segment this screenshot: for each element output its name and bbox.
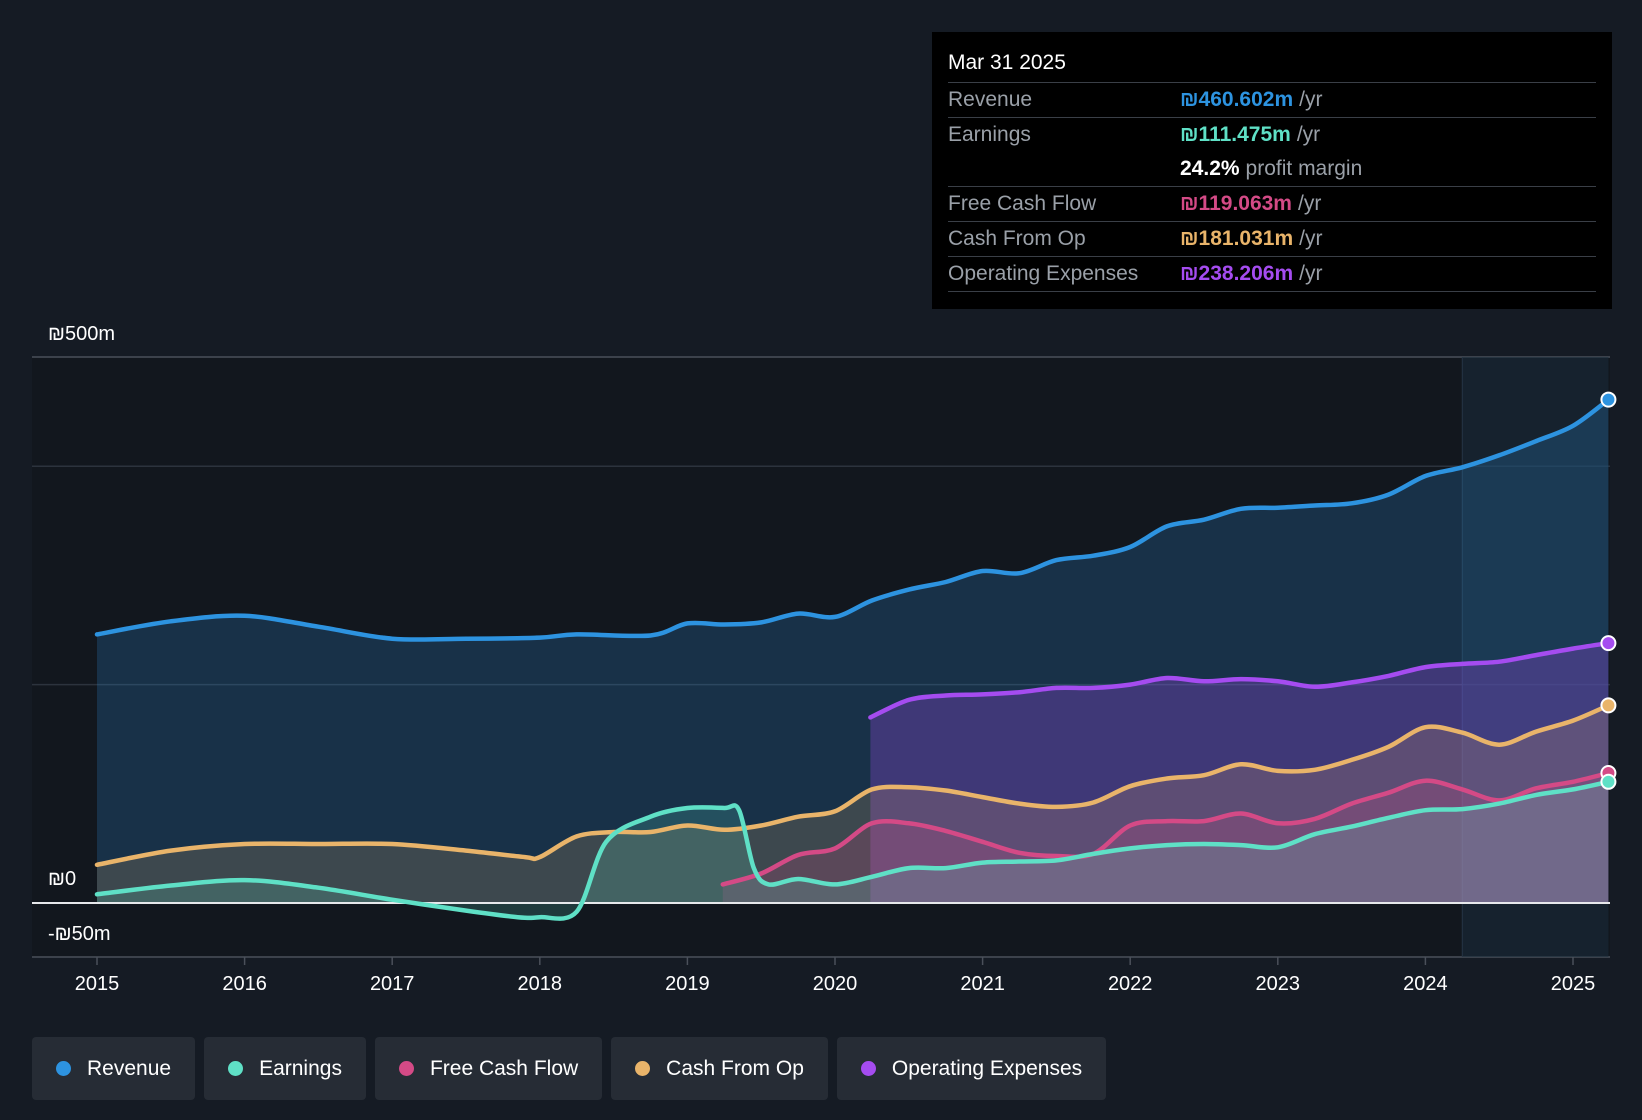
- legend-item-revenue[interactable]: Revenue: [32, 1037, 196, 1100]
- legend-item-cash-from-op[interactable]: Cash From Op: [611, 1037, 828, 1100]
- tooltip-unit: /yr: [1299, 88, 1323, 111]
- legend-dot-icon: [398, 1061, 414, 1076]
- legend-item-free-cash-flow[interactable]: Free Cash Flow: [374, 1037, 603, 1100]
- x-tick-label: 2019: [665, 973, 710, 995]
- tooltip-row-revenue: Revenue ₪460.602m /yr: [948, 83, 1596, 118]
- y-tick-label: ₪0: [48, 868, 76, 890]
- area-layer: [97, 399, 1609, 919]
- line-opex: [868, 640, 1611, 720]
- area-opex: [870, 643, 1609, 903]
- tooltip-label: Earnings: [948, 123, 1031, 146]
- tooltip-row-margin: 24.2% profit margin: [948, 152, 1596, 187]
- tooltip-label: Operating Expenses: [948, 262, 1139, 285]
- chart-legend: Revenue Earnings Free Cash Flow Cash Fro…: [32, 1037, 1107, 1100]
- tooltip-row-fcf: Free Cash Flow ₪119.063m /yr: [948, 187, 1596, 222]
- legend-label: Earnings: [259, 1056, 342, 1080]
- x-tick-label: 2016: [222, 973, 267, 995]
- data-tooltip: Mar 31 2025 Revenue ₪460.602m /yr Earnin…: [932, 32, 1612, 309]
- x-tick-label: 2018: [518, 973, 563, 995]
- legend-item-earnings[interactable]: Earnings: [204, 1037, 366, 1100]
- x-tick-label: 2015: [75, 973, 120, 995]
- y-axis-labels: ₪500m ₪0 -₪50m: [48, 323, 115, 945]
- legend-label: Cash From Op: [666, 1056, 804, 1080]
- tooltip-row-opex: Operating Expenses ₪238.206m /yr: [948, 257, 1596, 292]
- x-tick-label: 2025: [1551, 973, 1596, 995]
- x-tick-label: 2023: [1256, 973, 1301, 995]
- tooltip-margin-value: 24.2%: [1180, 157, 1240, 180]
- end-marker-revenue[interactable]: [1600, 391, 1617, 408]
- end-marker-opex[interactable]: [1600, 635, 1617, 652]
- line-fcf: [720, 770, 1611, 887]
- tooltip-date: Mar 31 2025: [948, 48, 1596, 83]
- tooltip-row-cfo: Cash From Op ₪181.031m /yr: [948, 222, 1596, 257]
- tooltip-unit: /yr: [1299, 227, 1323, 250]
- end-marker-earnings[interactable]: [1600, 773, 1617, 790]
- tooltip-value: ₪238.206m: [1180, 262, 1294, 285]
- tooltip-unit: /yr: [1299, 262, 1323, 285]
- legend-label: Operating Expenses: [891, 1056, 1083, 1080]
- tooltip-unit: /yr: [1296, 123, 1321, 146]
- x-tick-label: 2021: [960, 973, 1005, 995]
- x-tick-label: 2017: [370, 973, 415, 995]
- tooltip-label: Cash From Op: [948, 227, 1086, 250]
- tooltip-value: ₪111.475m: [1180, 123, 1291, 146]
- area-revenue: [97, 399, 1609, 903]
- legend-dot-icon: [860, 1061, 876, 1076]
- line-earnings: [94, 779, 1611, 921]
- plot-background: [32, 357, 1610, 957]
- legend-dot-icon: [228, 1061, 244, 1076]
- legend-dot-icon: [56, 1061, 71, 1076]
- legend-dot-icon: [635, 1061, 651, 1076]
- tooltip-value: ₪460.602m: [1180, 88, 1294, 111]
- line-cfo: [94, 703, 1611, 868]
- tooltip-label: Revenue: [948, 88, 1033, 111]
- x-tick-label: 2020: [813, 973, 858, 995]
- tooltip-unit: /yr: [1297, 192, 1322, 215]
- x-tick-label: 2022: [1108, 973, 1153, 995]
- y-tick-label: -₪50m: [48, 923, 111, 945]
- x-tick-label: 2024: [1403, 973, 1448, 995]
- legend-item-operating-expenses[interactable]: Operating Expenses: [836, 1037, 1107, 1100]
- legend-label: Free Cash Flow: [429, 1056, 579, 1080]
- tooltip-value: ₪119.063m: [1180, 192, 1292, 215]
- area-fcf: [722, 773, 1609, 903]
- line-layer: [94, 397, 1611, 921]
- x-axis-labels: 2015 2016 2017 2018 2019 2020 2021 2022 2023 2024…: [75, 957, 1596, 995]
- y-tick-label: ₪500m: [48, 323, 115, 345]
- tooltip-row-earnings: Earnings ₪111.475m /yr: [948, 118, 1596, 152]
- tooltip-label: Free Cash Flow: [948, 192, 1097, 215]
- area-earnings: [97, 781, 1609, 919]
- line-revenue: [94, 397, 1611, 642]
- marker-layer: [1600, 391, 1617, 790]
- end-marker-cfo[interactable]: [1600, 697, 1617, 714]
- legend-label: Revenue: [87, 1056, 172, 1080]
- tooltip-value: ₪181.031m: [1180, 227, 1294, 250]
- tooltip-margin-label: profit margin: [1245, 157, 1363, 180]
